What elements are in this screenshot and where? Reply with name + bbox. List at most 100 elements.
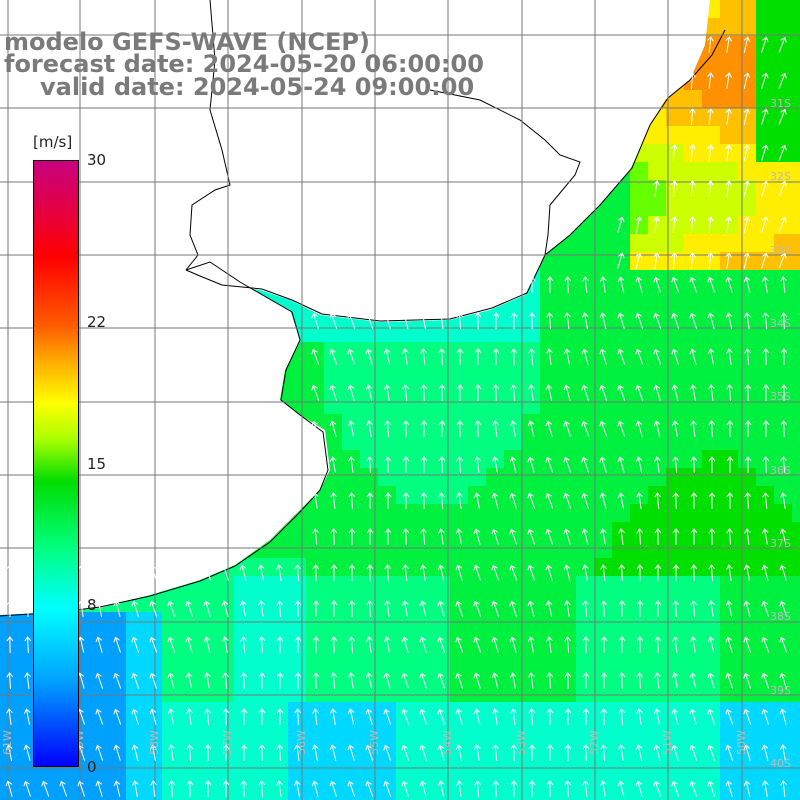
wind-speed-cell [486, 324, 504, 342]
wind-speed-cell [432, 360, 450, 378]
wind-arrow [671, 744, 679, 761]
wind-speed-cell [450, 720, 468, 738]
wind-speed-cell [324, 630, 342, 648]
wind-arrow [492, 420, 499, 438]
wind-speed-cell [144, 756, 162, 774]
wind-arrow [330, 600, 338, 618]
wind-speed-cell [684, 342, 702, 360]
wind-speed-cell [270, 594, 288, 612]
wind-arrow [761, 600, 769, 617]
wind-arrow [186, 780, 194, 798]
wind-arrow [707, 144, 714, 162]
wind-arrow [311, 456, 319, 473]
wind-arrow [329, 420, 337, 437]
wind-speed-cell [504, 648, 522, 666]
wind-arrow [474, 384, 482, 402]
wind-arrow [347, 312, 356, 329]
wind-speed-cell [396, 540, 414, 558]
wind-arrow [528, 276, 536, 294]
wind-arrow [401, 744, 410, 761]
wind-arrow [383, 276, 392, 293]
wind-arrow [221, 636, 229, 653]
wind-speed-cell [612, 252, 630, 270]
latitude-label: 40S [770, 757, 791, 770]
wind-speed-cell [324, 540, 342, 558]
wind-speed-cell [594, 342, 612, 360]
wind-speed-cell [396, 756, 414, 774]
wind-arrow [725, 672, 734, 689]
wind-speed-cell [774, 540, 792, 558]
wind-speed-cell [666, 756, 684, 774]
wind-speed-cell [54, 792, 72, 800]
wind-speed-cell [0, 774, 18, 792]
wind-speed-cell [684, 288, 702, 306]
wind-arrow [726, 456, 734, 474]
wind-speed-cell [720, 90, 738, 108]
wind-arrow [420, 528, 428, 546]
wind-arrow [167, 564, 176, 581]
wind-arrow [474, 456, 481, 474]
wind-speed-cell [90, 792, 108, 800]
wind-speed-cell [612, 234, 630, 252]
wind-arrow [312, 672, 320, 690]
wind-speed-cell [648, 216, 666, 234]
wind-arrow [276, 744, 284, 762]
wind-speed-cell [504, 720, 522, 738]
wind-speed-cell [576, 342, 594, 360]
wind-arrow [24, 672, 31, 690]
wind-arrow [653, 252, 661, 269]
wind-speed-cell [486, 432, 504, 450]
wind-arrow [168, 744, 175, 761]
wind-arrow [582, 600, 589, 618]
wind-arrow [402, 564, 409, 582]
wind-arrow [491, 672, 499, 689]
wind-arrow [780, 384, 788, 402]
wind-arrow [149, 744, 157, 761]
wind-speed-cell [684, 324, 702, 342]
wind-arrow [545, 384, 553, 401]
wind-speed-cell [756, 648, 774, 666]
wind-speed-cell [306, 774, 324, 792]
longitude-label: 58W [148, 730, 161, 755]
wind-arrow [312, 528, 319, 546]
wind-arrow [456, 780, 463, 797]
wind-arrow [437, 672, 446, 689]
wind-speed-cell [468, 756, 486, 774]
wind-speed-cell [648, 468, 666, 486]
wind-speed-cell [378, 432, 396, 450]
wind-speed-cell [756, 72, 774, 90]
wind-arrow [491, 708, 499, 725]
wind-arrow [509, 492, 517, 509]
wind-arrow [131, 672, 140, 689]
wind-speed-cell [702, 504, 720, 522]
wind-speed-cell [630, 360, 648, 378]
wind-speed-cell [702, 396, 720, 414]
wind-speed-cell [684, 144, 702, 162]
wind-speed-cell [252, 648, 270, 666]
wind-speed-cell [792, 450, 800, 468]
wind-arrow [474, 780, 482, 798]
wind-arrow [654, 564, 662, 582]
wind-speed-cell [522, 594, 540, 612]
wind-arrow [348, 600, 356, 618]
wind-arrow [438, 348, 446, 366]
wind-arrow [671, 144, 678, 162]
wind-arrow [419, 636, 427, 653]
wind-speed-cell [540, 720, 558, 738]
wind-speed-cell [414, 576, 432, 594]
wind-speed-cell [576, 288, 594, 306]
wind-arrow [365, 744, 374, 761]
wind-speed-cell [522, 450, 540, 468]
wind-arrow [582, 672, 590, 690]
wind-arrow [419, 564, 427, 581]
wind-speed-cell [180, 756, 198, 774]
wind-speed-cell [702, 432, 720, 450]
wind-arrow [545, 492, 554, 509]
wind-speed-cell [630, 774, 648, 792]
wind-speed-cell [702, 558, 720, 576]
latitude-label: 39S [770, 684, 791, 697]
wind-arrow [365, 276, 374, 293]
wind-speed-cell [666, 792, 684, 800]
wind-speed-cell [612, 540, 630, 558]
wind-speed-cell [414, 360, 432, 378]
